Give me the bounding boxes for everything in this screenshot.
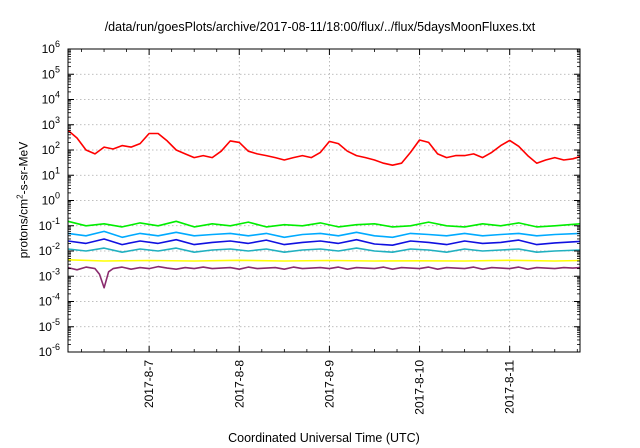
- y-tick-label: 103: [42, 115, 60, 132]
- series-line-6: [67, 259, 581, 262]
- y-tick-label: 105: [42, 64, 60, 81]
- x-axis-label: Coordinated Universal Time (UTC): [228, 431, 420, 445]
- y-tick-labels: 106 105 104 103 102 101 100 10-1 10-2 10-3 10-4 10-…: [39, 39, 60, 359]
- y-tick-label: 10-3: [39, 266, 60, 283]
- y-tick-label: 10-1: [39, 216, 60, 233]
- x-tick-label: 2017-8-7: [142, 360, 156, 408]
- series-layer: [67, 129, 581, 289]
- x-tick-label: 2017-8-9: [322, 360, 336, 408]
- x-tick-label: 2017-8-11: [503, 360, 517, 414]
- y-tick-label: 106: [42, 39, 60, 56]
- tick-marks: [68, 48, 580, 353]
- y-axis-label-sup: 2: [15, 194, 25, 199]
- grid-lines: [68, 49, 580, 352]
- series-line-3: [67, 230, 581, 239]
- series-line-7: [67, 265, 581, 289]
- x-tick-label: 2017-8-8: [232, 360, 246, 408]
- series-line-4: [67, 238, 581, 246]
- series-line-5: [67, 247, 581, 253]
- y-tick-label: 101: [42, 165, 60, 182]
- y-tick-label: 102: [42, 140, 60, 157]
- y-tick-label: 10-4: [39, 292, 60, 309]
- y-tick-label: 100: [42, 191, 60, 208]
- y-tick-label: 10-6: [39, 342, 60, 359]
- y-tick-label: 10-2: [39, 241, 60, 258]
- x-tick-labels: 2017-8-7 2017-8-8 2017-8-9 2017-8-10 2017-8-…: [142, 360, 517, 415]
- y-tick-label: 10-5: [39, 317, 60, 334]
- series-line-1: [67, 129, 581, 166]
- chart-title: /data/run/goesPlots/archive/2017-08-11/1…: [104, 20, 536, 34]
- y-tick-label: 104: [42, 90, 60, 107]
- series-line-2: [67, 220, 581, 228]
- x-tick-label: 2017-8-10: [413, 360, 427, 415]
- y-axis-label-main: protons/cm: [16, 198, 31, 259]
- y-axis-label: protons/cm2-s-sr-MeV: [16, 142, 31, 258]
- y-axis-label-rest: -s-sr-MeV: [16, 141, 31, 195]
